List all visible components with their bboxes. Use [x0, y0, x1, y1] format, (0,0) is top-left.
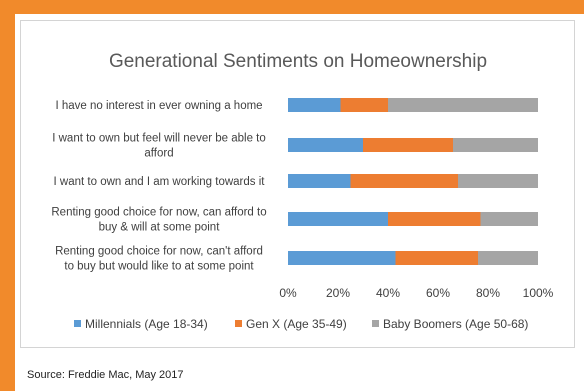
bar-segment — [388, 98, 538, 112]
x-tick-label: 0% — [279, 286, 297, 300]
legend-swatch — [372, 320, 379, 327]
bar-segment — [478, 251, 538, 265]
bar-segment — [453, 138, 538, 152]
category-label: I want to own and I am working towards i… — [54, 176, 266, 188]
bar-segment — [363, 138, 453, 152]
bar-segment — [395, 251, 478, 265]
category-label: buy & will at some point — [99, 222, 221, 234]
category-label: to buy but would like to at some point — [64, 261, 254, 273]
bar-segment — [340, 98, 388, 112]
bar-segment — [288, 174, 351, 188]
bar-segment — [288, 251, 396, 265]
category-label: Renting good choice for now, can afford … — [51, 207, 266, 219]
x-tick-label: 60% — [426, 286, 450, 300]
bar-segment — [288, 212, 388, 226]
category-label: Renting good choice for now, can't affor… — [55, 246, 263, 258]
category-label: afford — [144, 148, 173, 160]
legend-label: Baby Boomers (Age 50-68) — [383, 317, 528, 331]
legend-swatch — [74, 320, 81, 327]
bar-segment — [288, 138, 363, 152]
bar-segment — [458, 174, 538, 188]
bar-segment — [288, 98, 341, 112]
x-tick-label: 40% — [376, 286, 400, 300]
bar-segment — [388, 212, 481, 226]
bar-segment — [480, 212, 538, 226]
legend-swatch — [235, 320, 242, 327]
legend-label: Gen X (Age 35-49) — [246, 317, 347, 331]
chart-container: Generational Sentiments on Homeownership… — [20, 20, 575, 348]
x-tick-label: 20% — [326, 286, 350, 300]
x-tick-label: 100% — [523, 286, 554, 300]
category-label: I have no interest in ever owning a home — [55, 100, 262, 112]
chart-title: Generational Sentiments on Homeownership — [109, 51, 487, 72]
source-note: Source: Freddie Mac, May 2017 — [27, 369, 184, 381]
category-label: I want to own but feel will never be abl… — [52, 133, 266, 145]
legend-label: Millennials (Age 18-34) — [85, 317, 208, 331]
bar-segment — [350, 174, 458, 188]
x-tick-label: 80% — [476, 286, 500, 300]
stacked-bar-chart: Generational Sentiments on Homeownership… — [51, 51, 554, 331]
